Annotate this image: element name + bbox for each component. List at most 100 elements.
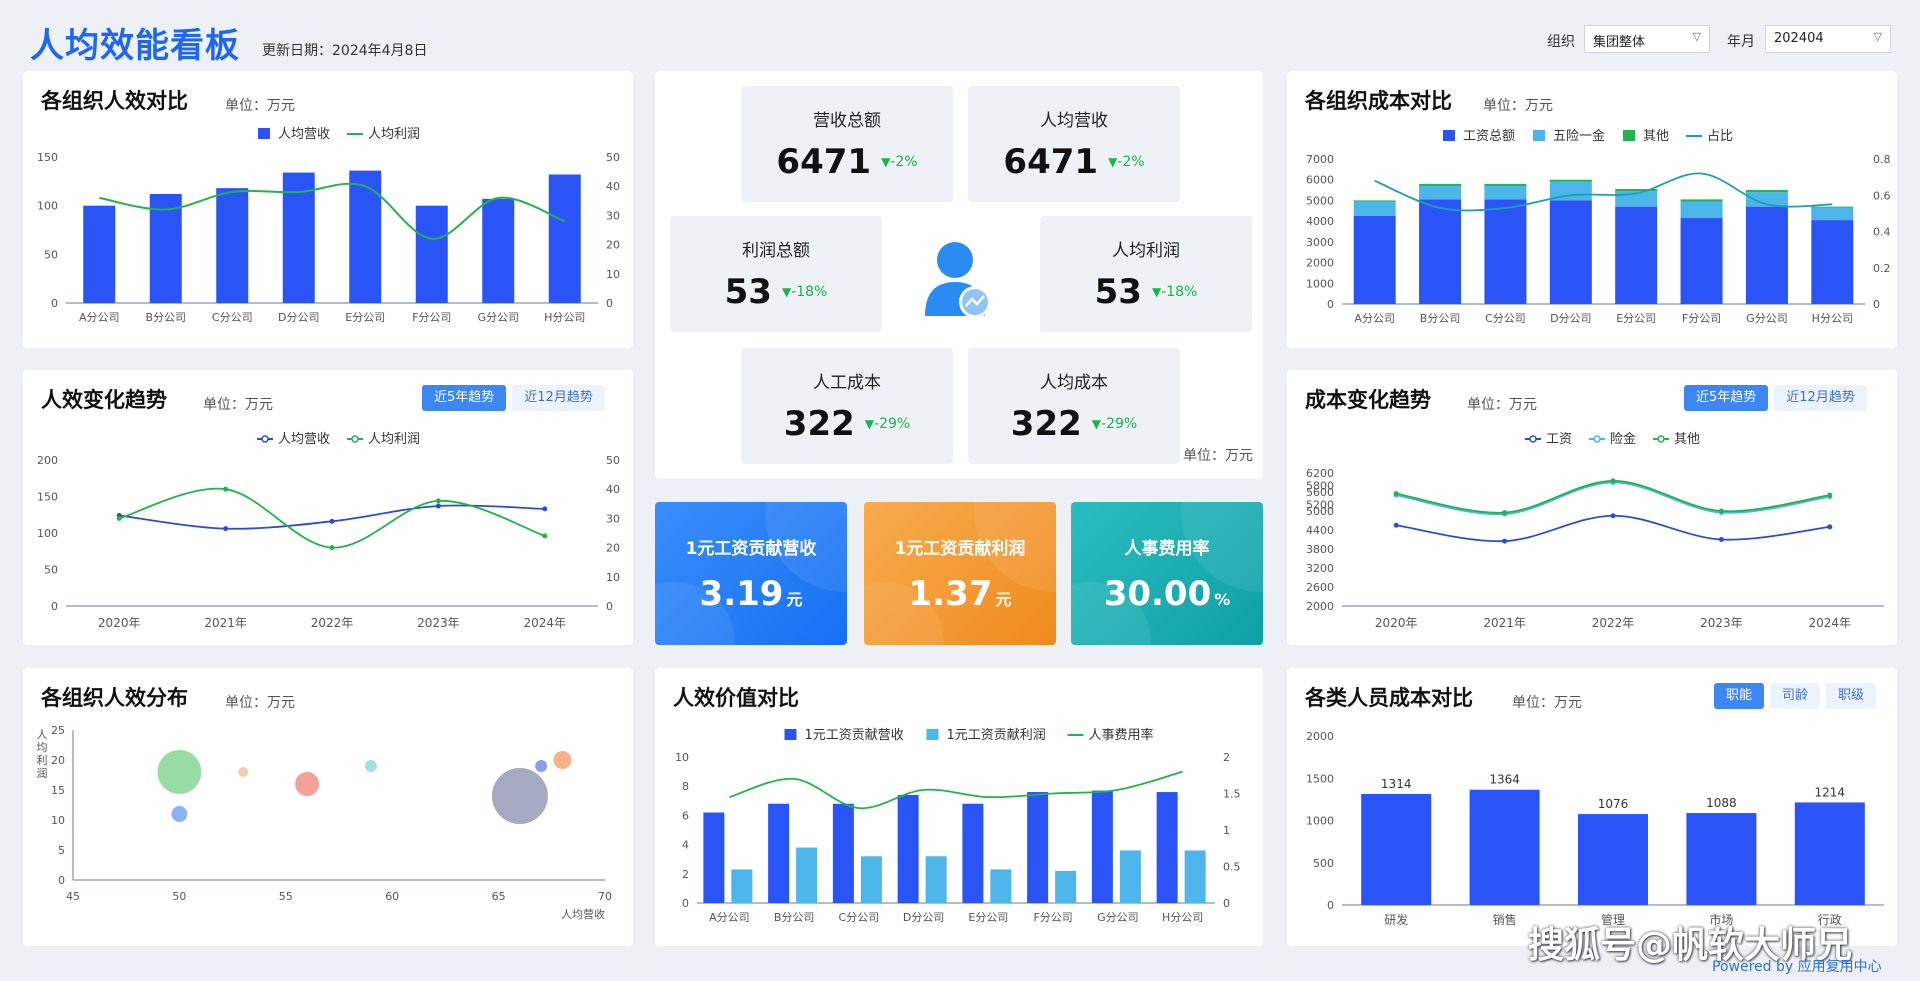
- tab-5-year-trend[interactable]: 近5年趋势: [1684, 385, 1769, 411]
- x-axis-label: 人均营收: [561, 907, 605, 921]
- update-date: 更新日期：2024年4月8日: [262, 43, 428, 59]
- rate-unit: 元: [786, 590, 803, 609]
- kpi-card: 人均利润 53 ▼-18%: [1040, 216, 1252, 332]
- legend-swatch: [784, 729, 797, 740]
- panel-efficiency-distribution: 各组织人效分布 单位：万元 0 5 10 15 20 25 45 50 55 60 65 70 人均营收…: [23, 668, 633, 946]
- bubble: [171, 806, 188, 822]
- kpi-value: 322: [783, 404, 855, 444]
- legend-swatch: [1533, 130, 1545, 141]
- tab-function[interactable]: 职能: [1714, 683, 1765, 709]
- y2-tick-label: 50: [606, 151, 620, 164]
- y-tick-label: 100: [37, 527, 58, 540]
- y-tick-label: 4000: [1306, 215, 1334, 228]
- bar: [768, 803, 790, 903]
- panel-unit: 单位：万元: [225, 98, 295, 114]
- chart-efficiency-trend: 0 50 100 150 200 0 10 20 30 40 50 人均营收 人均利润 2020年 2021…: [37, 432, 620, 630]
- tab-5-year-trend[interactable]: 近5年趋势: [422, 385, 507, 411]
- kpi-label: 利润总额: [742, 241, 810, 261]
- panel-staff-cost: 各类人员成本对比 单位：万元 职能 司龄 职级 0 500 1000 1500 2000…: [1287, 668, 1897, 946]
- legend-swatch: [1443, 130, 1455, 141]
- x-tick-label: D分公司: [903, 911, 944, 924]
- y-tick-label: 15: [51, 784, 65, 797]
- rate-card-profit: 1元工资贡献利润 1.37 元: [864, 502, 1056, 645]
- rate-unit: 元: [995, 590, 1012, 609]
- down-triangle-icon: ▼: [1108, 155, 1118, 169]
- y2-tick-label: 0.8: [1873, 153, 1891, 166]
- x-tick-label: 行政: [1818, 913, 1842, 927]
- y2-tick-label: 0: [606, 600, 613, 613]
- y2-tick-label: 0: [1873, 298, 1880, 311]
- stacked-bar-segment: [1419, 199, 1462, 304]
- stacked-bar-segment: [1549, 179, 1592, 182]
- y2-tick-label: 0.5: [1223, 861, 1241, 874]
- month-select[interactable]: 202404 ▽: [1765, 25, 1891, 53]
- y-tick-label: 6000: [1306, 174, 1334, 187]
- y-tick-label: 0: [58, 874, 65, 887]
- stacked-bar-segment: [1745, 206, 1788, 304]
- y-tick-label: 0: [682, 897, 689, 910]
- y-tick-label: 6200: [1306, 467, 1334, 480]
- data-point: [116, 515, 122, 521]
- x-tick-label: 2022年: [1592, 616, 1635, 630]
- y-tick-label: 6: [682, 809, 689, 822]
- bar: [796, 847, 818, 903]
- y-tick-label: 5: [58, 844, 65, 857]
- rate-value: 3.19: [699, 574, 784, 614]
- stacked-bar-segment: [1680, 218, 1723, 304]
- y-tick-label: 3000: [1306, 236, 1334, 249]
- x-tick-label: D分公司: [278, 311, 319, 324]
- y-tick-label: 10: [675, 751, 689, 764]
- data-point: [1827, 492, 1833, 498]
- bar: [990, 869, 1012, 903]
- bar: [1361, 793, 1432, 905]
- month-select-value: 202404: [1774, 31, 1824, 46]
- data-point: [1502, 538, 1508, 544]
- data-label: 1088: [1706, 796, 1737, 810]
- bar: [925, 856, 947, 903]
- bubble: [238, 767, 249, 777]
- panel-title: 人效价值对比: [673, 686, 799, 710]
- tab-level[interactable]: 职级: [1826, 683, 1877, 709]
- y-tick-label: 0: [51, 297, 58, 310]
- legend-marker: [261, 435, 269, 443]
- stacked-bar-segment: [1484, 199, 1527, 304]
- legend-marker: [351, 435, 359, 443]
- stacked-bar-segment: [1811, 220, 1854, 304]
- bar: [282, 172, 315, 303]
- stacked-bar-segment: [1353, 201, 1396, 216]
- x-tick-label: D分公司: [1550, 312, 1591, 325]
- y-tick-label: 2600: [1306, 581, 1334, 594]
- tab-12-month-trend[interactable]: 近12月趋势: [1774, 385, 1867, 411]
- tab-tenure[interactable]: 司龄: [1770, 683, 1821, 709]
- down-triangle-icon: ▼: [1151, 285, 1162, 299]
- kpi-value: 6471: [1003, 142, 1099, 182]
- bar: [897, 794, 919, 903]
- legend-label: 其他: [1643, 129, 1669, 144]
- y2-tick-label: 0.4: [1873, 226, 1891, 239]
- stacked-bar-segment: [1549, 181, 1592, 201]
- x-tick-label: C分公司: [1485, 312, 1526, 325]
- stacked-bar-segment: [1353, 200, 1396, 202]
- kpi-label: 人均营收: [1040, 111, 1108, 131]
- panel-value-compare: 人效价值对比 0 2 4 6 8 10 0 0.5 1 1.5 2 1元工资贡献营收 1元工资贡献利润 人…: [655, 668, 1263, 946]
- series-line: [1396, 514, 1830, 543]
- y-axis-label: 润: [37, 766, 48, 780]
- bar: [962, 803, 984, 903]
- data-point: [329, 518, 335, 524]
- x-tick-label: 市场: [1709, 912, 1733, 927]
- bar: [1027, 792, 1049, 903]
- stacked-bar-segment: [1484, 185, 1527, 200]
- x-tick-label: 研发: [1384, 912, 1408, 927]
- y-tick-label: 7000: [1306, 153, 1334, 166]
- down-triangle-icon: ▼: [781, 285, 792, 299]
- series-line: [99, 182, 566, 240]
- kpi-card: 营收总额 6471 ▼-2%: [741, 86, 953, 202]
- org-select[interactable]: 集团整体 ▽: [1584, 25, 1710, 53]
- y-tick-label: 100: [37, 200, 58, 213]
- stacked-bar-segment: [1811, 206, 1854, 208]
- tab-12-month-trend[interactable]: 近12月趋势: [512, 385, 605, 411]
- legend-label: 人均营收: [278, 432, 330, 447]
- x-tick-label: H分公司: [1812, 312, 1853, 325]
- y-tick-label: 0: [1327, 298, 1334, 311]
- y2-tick-label: 0.2: [1873, 262, 1891, 275]
